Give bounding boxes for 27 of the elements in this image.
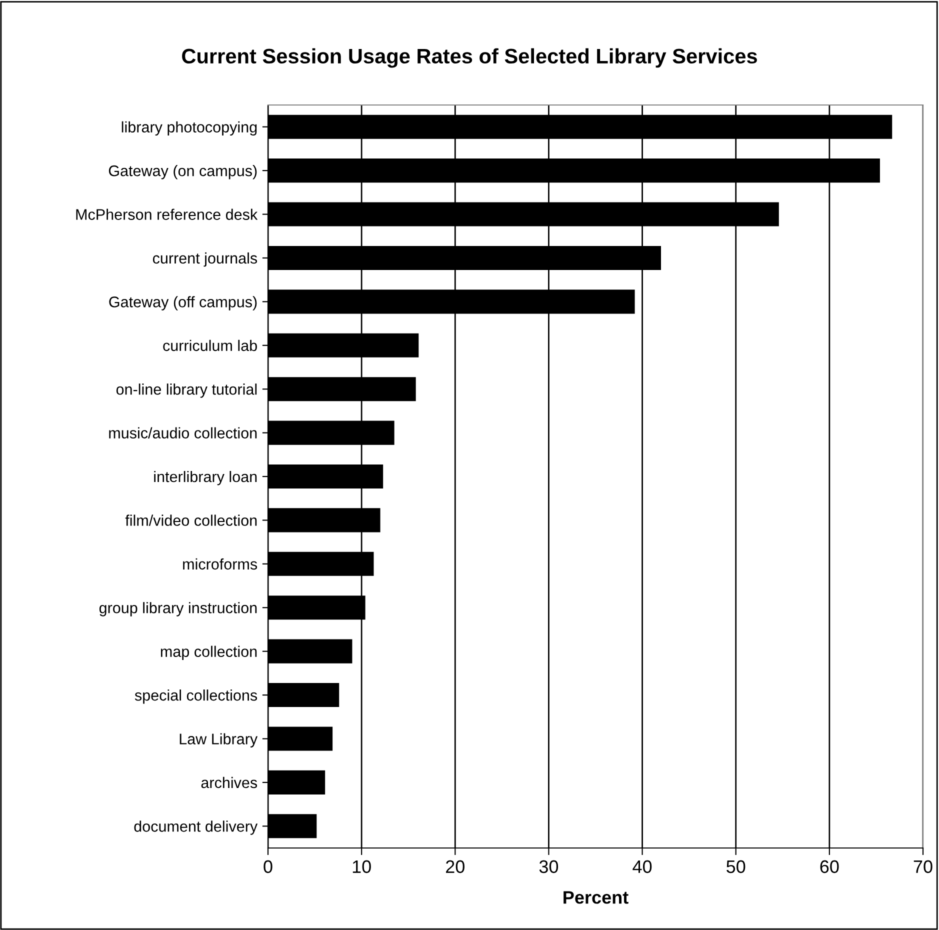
x-tick-label: 20	[446, 860, 464, 874]
y-tick-label: map collection	[160, 646, 257, 660]
y-tick-label: curriculum lab	[163, 340, 257, 352]
x-tick-label: 10	[352, 860, 371, 874]
y-tick-label: Gateway (on campus)	[108, 165, 257, 180]
y-tick-label: interlibrary loan	[154, 470, 257, 486]
y-tick-label: document delivery	[134, 820, 258, 835]
y-tick-label: microforms	[183, 558, 258, 570]
y-tick-label: group library instruction	[99, 602, 257, 616]
x-tick-label: 50	[726, 860, 746, 874]
y-tick-label: Law Library	[180, 733, 258, 748]
y-tick-label: on-line library tutorial	[116, 384, 257, 398]
x-tick-label: 60	[820, 860, 839, 874]
x-tick-label: 40	[632, 860, 652, 874]
y-tick-label: archives	[201, 776, 258, 788]
y-tick-label: special collections	[134, 689, 258, 704]
chart-title: Current Session Usage Rates of Selected Library Services	[182, 48, 757, 68]
x-tick-label: 0	[264, 860, 272, 874]
y-tick-label: film/video collection	[125, 514, 257, 526]
x-tick-label: 30	[539, 860, 558, 874]
x-axis-title: Percent	[564, 891, 628, 904]
y-tick-label: Gateway (off campus)	[109, 296, 257, 310]
y-tick-label: library photocopying	[122, 121, 257, 136]
y-tick-label: music/audio collection	[109, 427, 257, 438]
x-tick-label: 70	[914, 860, 932, 874]
y-tick-label: McPherson reference desk	[76, 208, 258, 220]
y-tick-label: current journals	[152, 252, 258, 267]
